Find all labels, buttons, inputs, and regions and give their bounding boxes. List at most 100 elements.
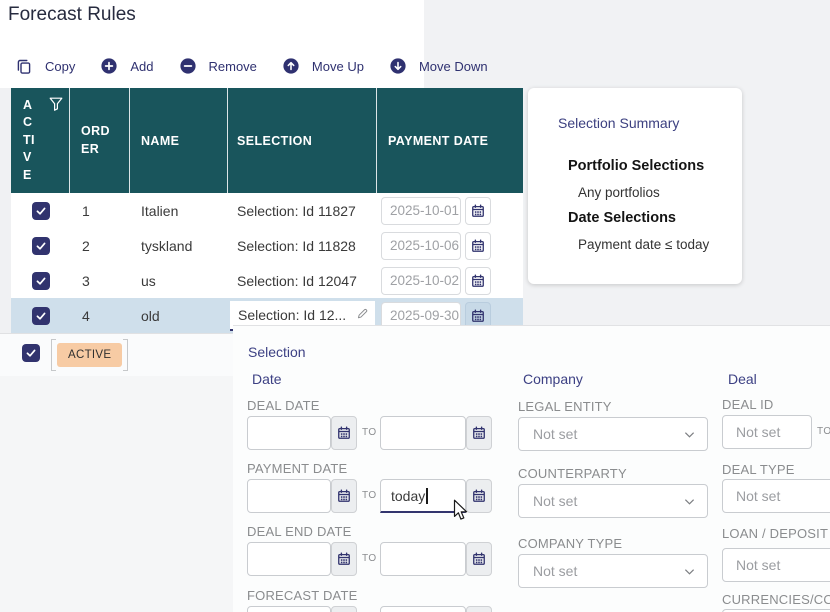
arrow-up-icon: [283, 58, 299, 74]
calendar-button[interactable]: [331, 606, 357, 612]
column-header-name[interactable]: NAME: [130, 88, 228, 193]
active-status-badge[interactable]: ACTIVE: [57, 343, 123, 367]
move-up-button[interactable]: Move Up: [283, 58, 364, 74]
order-cell: 3: [82, 272, 90, 289]
forecast-date-to-input[interactable]: [380, 606, 466, 612]
active-checkbox[interactable]: [31, 201, 50, 220]
payment-date-to-input[interactable]: today: [380, 479, 466, 513]
calendar-button[interactable]: [465, 196, 491, 225]
column-header-selection-label: SELECTION: [237, 133, 313, 148]
copy-icon: [16, 58, 32, 75]
loan-deposit-select[interactable]: Not set: [722, 548, 830, 582]
date-selections-value: Payment date ≤ today: [578, 237, 710, 252]
active-checkbox[interactable]: [31, 271, 50, 290]
remove-button[interactable]: Remove: [179, 58, 257, 74]
editor-active-checkbox[interactable]: [22, 344, 40, 362]
calendar-button[interactable]: [466, 479, 492, 513]
name-cell: tyskland: [141, 237, 193, 254]
deal-end-date-to-input[interactable]: [380, 542, 466, 576]
name-cell: Italien: [141, 202, 179, 219]
legal-entity-select[interactable]: Not set: [518, 417, 708, 451]
order-cell: 1: [82, 202, 90, 219]
loan-deposit-value: Not set: [736, 557, 781, 573]
deal-group-heading: Deal: [728, 371, 757, 387]
currencies-select[interactable]: [722, 609, 830, 612]
text-caret: [426, 487, 428, 504]
counterparty-select[interactable]: Not set: [518, 484, 708, 518]
plus-icon: [101, 58, 117, 74]
column-header-payment-date[interactable]: PAYMENT DATE: [377, 88, 523, 193]
payment-date-from-input[interactable]: [247, 479, 331, 513]
table-row[interactable]: 2 tyskland Selection: Id 11828 2025-10-0…: [11, 228, 523, 263]
filter-icon[interactable]: [48, 96, 64, 115]
grid-header: ACTIVE ORDER NAME SELECTION PAYMENT DATE: [11, 88, 523, 193]
portfolio-selections-heading: Portfolio Selections: [568, 158, 705, 174]
move-up-label: Move Up: [311, 58, 364, 74]
grid-left-gutter: [0, 88, 11, 333]
move-down-button[interactable]: Move Down: [390, 58, 488, 74]
copy-button[interactable]: Copy: [16, 58, 75, 75]
chevron-down-icon: [684, 563, 695, 579]
column-header-selection[interactable]: SELECTION: [228, 88, 377, 193]
payment-date-input[interactable]: 2025-09-30: [381, 301, 461, 330]
column-header-order[interactable]: ORDER: [70, 88, 130, 193]
forecast-date-from-input[interactable]: [247, 606, 331, 612]
calendar-button[interactable]: [466, 606, 492, 612]
to-label: TO: [362, 490, 377, 501]
copy-label: Copy: [45, 58, 76, 74]
order-cell: 2: [82, 237, 90, 254]
company-type-value: Not set: [533, 563, 578, 579]
payment-date-to-value: today: [391, 487, 426, 504]
payment-date-input[interactable]: 2025-10-06: [381, 231, 461, 260]
calendar-button[interactable]: [331, 542, 357, 576]
company-type-select[interactable]: Not set: [518, 554, 708, 588]
counterparty-value: Not set: [533, 493, 578, 509]
active-checkbox[interactable]: [31, 306, 50, 325]
payment-date-input[interactable]: 2025-10-02: [381, 266, 461, 295]
portfolio-selections-value: Any portfolios: [578, 185, 660, 200]
page-title: Forecast Rules: [8, 4, 136, 25]
table-row[interactable]: 3 us Selection: Id 12047 2025-10-02: [11, 263, 523, 298]
deal-date-to-input[interactable]: [380, 416, 466, 450]
date-group-heading: Date: [252, 371, 282, 387]
deal-type-value: Not set: [736, 488, 781, 504]
deal-end-date-from-input[interactable]: [247, 542, 331, 576]
calendar-button[interactable]: [331, 416, 357, 450]
selection-summary-card: Selection Summary Portfolio Selections A…: [528, 88, 742, 284]
legal-entity-value: Not set: [533, 426, 578, 442]
calendar-button[interactable]: [465, 301, 491, 330]
minus-icon: [179, 58, 196, 74]
grid-toolbar: Copy Add Remove Move Up Move Down: [16, 53, 514, 79]
column-header-name-label: NAME: [141, 133, 180, 148]
background-top-right: [424, 0, 830, 88]
calendar-button[interactable]: [331, 479, 357, 513]
legal-entity-label: LEGAL ENTITY: [518, 399, 612, 414]
calendar-button[interactable]: [465, 231, 491, 260]
calendar-button[interactable]: [465, 266, 491, 295]
company-type-label: COMPANY TYPE: [518, 536, 623, 551]
deal-id-label: DEAL ID: [722, 397, 774, 412]
calendar-button[interactable]: [466, 416, 492, 450]
grid-editor-strip: ACTIVE: [0, 333, 233, 612]
deal-date-from-input[interactable]: [247, 416, 331, 450]
deal-type-label: DEAL TYPE: [722, 462, 795, 477]
calendar-button[interactable]: [466, 542, 492, 576]
date-selections-heading: Date Selections: [568, 210, 676, 226]
payment-date-input[interactable]: 2025-10-01: [381, 196, 461, 225]
column-header-active[interactable]: ACTIVE: [11, 88, 70, 193]
pencil-icon[interactable]: [356, 307, 369, 323]
selection-editor-value: Selection: Id 12...: [238, 306, 347, 323]
deal-id-from-input[interactable]: Not set: [722, 415, 812, 449]
add-button[interactable]: Add: [101, 58, 154, 74]
arrow-down-icon: [390, 58, 406, 74]
chevron-down-icon: [684, 493, 695, 509]
selection-cell: Selection: Id 11828: [237, 237, 356, 254]
selection-cell: Selection: Id 12047: [237, 272, 357, 289]
deal-type-select[interactable]: Not set: [722, 479, 830, 513]
table-row[interactable]: 1 Italien Selection: Id 11827 2025-10-01: [11, 193, 523, 228]
active-checkbox[interactable]: [31, 236, 50, 255]
to-label: TO: [817, 426, 830, 437]
order-cell: 4: [82, 307, 90, 324]
add-label: Add: [130, 58, 154, 74]
